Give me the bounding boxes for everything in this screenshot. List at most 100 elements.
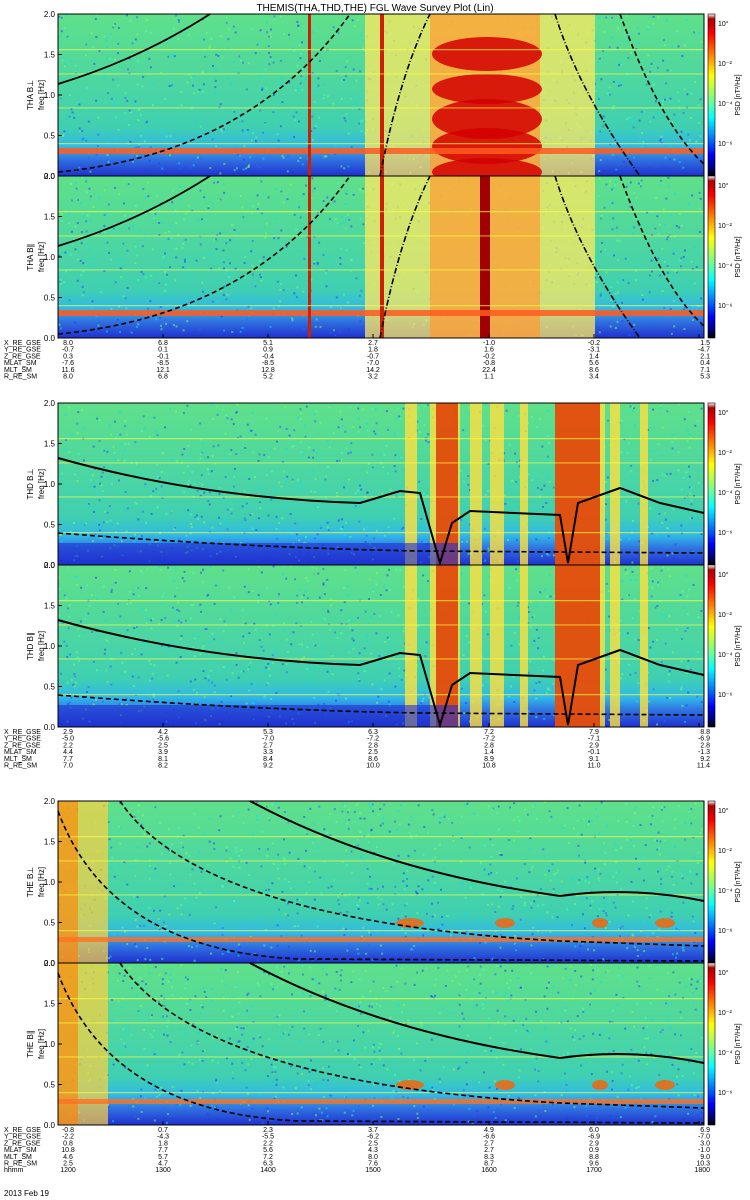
y-tick-label: 2.0 (44, 797, 56, 806)
orbit-value: 2.2 (263, 1140, 273, 1147)
orbit-value: -7.0 (262, 736, 274, 743)
y-tick-label: 1.0 (44, 253, 56, 262)
orbit-value: 8.8 (700, 729, 710, 736)
colorbar-tick-label: 10⁻⁶ (718, 928, 732, 935)
orbit-value: -1.3 (698, 749, 710, 756)
y-tick-label: 0.5 (44, 132, 56, 141)
orbit-row-label: MLT_SM (4, 1154, 32, 1161)
y-tick-label: 0.0 (44, 723, 56, 732)
orbit-row-label: Y_RE_GSE (4, 1134, 41, 1141)
orbit-value: 1300 (155, 1167, 171, 1174)
orbit-value: 0.8 (63, 1140, 73, 1147)
orbit-value: 11.0 (587, 763, 600, 770)
y-tick-label: 1.5 (44, 838, 56, 847)
orbit-value: 7.6 (368, 1161, 378, 1168)
y-tick-label: 0.0 (44, 334, 56, 343)
orbit-value: 6.3 (368, 729, 378, 736)
orbit-value: 2.3 (263, 1127, 273, 1134)
orbit-value: 10.0 (366, 763, 380, 770)
orbit-value: 1.1 (484, 374, 494, 381)
orbit-value: 3.0 (700, 1140, 710, 1147)
orbit-row-label: Z_RE_GSE (4, 742, 41, 749)
orbit-value: 2.8 (484, 742, 494, 749)
orbit-row-label: R_RE_SM (4, 1161, 37, 1168)
plot-title: THEMIS(THA,THD,THE) FGL Wave Survey Plot… (256, 3, 493, 14)
orbit-row-label: MLAT_SM (4, 749, 37, 756)
orbit-value: -2.2 (62, 1134, 74, 1141)
orbit-value: 1.4 (589, 353, 599, 360)
y-tick-label: 0.0 (44, 959, 56, 968)
orbit-value: 6.0 (589, 1127, 599, 1134)
y-axis-label: THE B⊥ (26, 867, 35, 898)
colorbar-tick-label: 10° (718, 571, 729, 579)
orbit-value: 3.3 (263, 749, 273, 756)
orbit-value: 4.3 (368, 1147, 378, 1154)
orbit-value: 7.0 (63, 763, 73, 770)
y-axis-unit: freq [Hz] (37, 242, 46, 272)
colorbar-tick-label: 10⁻⁶ (718, 530, 732, 537)
colorbar-tick-label: 10⁻² (718, 223, 732, 230)
orbit-value: 2.7 (484, 1147, 494, 1154)
colorbar-tick-label: 10⁻² (718, 848, 732, 855)
orbit-value: -8.5 (157, 360, 169, 367)
orbit-value: 9.2 (700, 756, 710, 763)
orbit-value: -5.5 (262, 1134, 274, 1141)
orbit-value: -4.7 (698, 347, 710, 354)
colorbar-tick-label: 10⁻⁴ (718, 490, 733, 497)
orbit-value: 2.5 (158, 742, 168, 749)
orbit-value: 8.1 (158, 756, 168, 763)
y-tick-label: 1.0 (44, 878, 56, 887)
orbit-value: -6.9 (698, 736, 710, 743)
orbit-value: 6.9 (700, 1127, 710, 1134)
colorbar-tick-label: 10° (718, 182, 729, 190)
frequency-curves (57, 962, 705, 1124)
date-label: 2013 Feb 19 (4, 1189, 49, 1198)
orbit-value: -7.1 (588, 736, 600, 743)
orbit-value: 10.3 (696, 1161, 710, 1168)
colorbar (707, 962, 716, 1126)
y-tick-label: 1.5 (44, 1000, 56, 1009)
orbit-value: 1.6 (484, 347, 494, 354)
frequency-curves (57, 175, 705, 339)
orbit-value: 0.7 (158, 1127, 168, 1134)
orbit-row-label: MLT_SM (4, 756, 32, 763)
orbit-value: 0.1 (158, 347, 168, 354)
spectrogram-activity (58, 565, 648, 727)
colorbar-label: PSD [nT²/Hz] (735, 625, 742, 666)
y-tick-label: 2.0 (44, 399, 56, 408)
colorbar-label: PSD [nT²/Hz] (735, 463, 742, 504)
orbit-row-label: Z_RE_GSE (4, 1140, 41, 1147)
orbit-value: 7.9 (589, 729, 599, 736)
orbit-value: 0.9 (263, 347, 273, 354)
orbit-value: 5.3 (700, 374, 710, 381)
y-tick-label: 0.0 (44, 1121, 56, 1130)
colorbar-tick-label: 10⁻² (718, 450, 732, 457)
orbit-value: -5.0 (62, 736, 74, 743)
y-tick-label: 1.5 (44, 51, 56, 60)
orbit-value: 9.1 (589, 756, 599, 763)
colorbar-tick-label: 10⁻⁶ (718, 141, 732, 148)
orbit-value: 7.7 (63, 756, 73, 763)
orbit-value: 2.1 (700, 353, 710, 360)
orbit-value: 10.8 (61, 1147, 75, 1154)
orbit-value: 5.1 (263, 340, 273, 347)
y-axis-unit: freq [Hz] (37, 469, 46, 499)
colorbar (707, 564, 716, 728)
colorbar (707, 800, 716, 964)
orbit-value: -0.1 (588, 749, 600, 756)
orbit-value: 2.9 (63, 729, 73, 736)
orbit-value: 1200 (60, 1167, 76, 1174)
orbit-value: -0.1 (157, 353, 169, 360)
colorbar-tick-label: 10⁻⁴ (718, 652, 733, 659)
orbit-value: -7.0 (367, 360, 379, 367)
orbit-value: -5.6 (157, 736, 169, 743)
orbit-value: 2.2 (63, 742, 73, 749)
orbit-value: 4.9 (484, 1127, 494, 1134)
orbit-value: 2.8 (700, 742, 710, 749)
colorbar-label: PSD [nT²/Hz] (735, 1023, 742, 1064)
orbit-value: 12.1 (156, 367, 170, 374)
y-axis-label: THD B∥ (26, 632, 35, 660)
orbit-value: 1.4 (484, 749, 494, 756)
